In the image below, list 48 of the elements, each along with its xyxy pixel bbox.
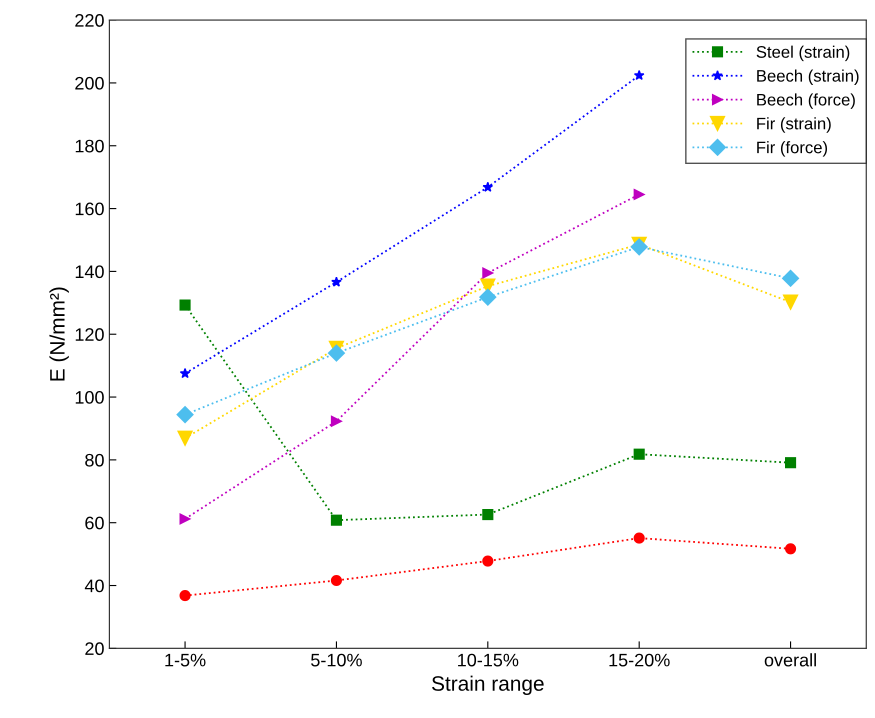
- point: [180, 513, 191, 524]
- y-tick-label: 40: [84, 579, 104, 592]
- y-tick-label: 180: [76, 140, 104, 152]
- y-tick-label: 160: [76, 202, 104, 216]
- y-tick-label: 100: [76, 390, 104, 404]
- x-axis-title: Strain range: [432, 676, 544, 696]
- point: [330, 416, 342, 427]
- point: [180, 299, 191, 311]
- point: [785, 543, 796, 554]
- legend-label: Fir (force): [757, 141, 828, 157]
- point: [180, 368, 190, 378]
- point: [482, 182, 494, 192]
- y-tick-label: 120: [76, 328, 104, 341]
- legend-label: Beech (force): [757, 93, 855, 109]
- point: [330, 574, 342, 586]
- y-axis-title: E (N/mm²): [49, 288, 69, 381]
- point: [785, 457, 796, 468]
- y-tick-label: 60: [85, 516, 104, 530]
- y-tick-label: 80: [85, 454, 104, 467]
- point: [482, 508, 494, 520]
- point: [479, 288, 496, 306]
- point: [782, 270, 800, 287]
- point: [634, 532, 645, 544]
- y-tick-label: 200: [75, 76, 104, 90]
- point: [180, 590, 191, 602]
- point: [634, 448, 645, 460]
- point: [634, 70, 645, 80]
- legend-label: Steel (strain): [756, 46, 850, 62]
- x-tick-label: 5-10%: [311, 654, 362, 666]
- point: [630, 238, 648, 256]
- point: [177, 430, 193, 446]
- point: [331, 276, 342, 287]
- point: [482, 267, 494, 279]
- legend-label: Fir (strain): [757, 117, 831, 133]
- point: [330, 514, 342, 526]
- point: [482, 555, 494, 567]
- point: [782, 294, 798, 310]
- x-tick-label: overall: [764, 653, 816, 666]
- y-tick-label: 20: [85, 642, 104, 656]
- point: [634, 188, 645, 200]
- y-tick-label: 140: [76, 265, 104, 278]
- point: [328, 344, 345, 362]
- x-tick-label: 1-5%: [165, 654, 206, 666]
- y-tick-label: 220: [75, 14, 104, 27]
- legend-label: Beech (strain): [757, 69, 859, 86]
- x-tick-label: 10-15%: [458, 654, 518, 666]
- point: [176, 406, 194, 424]
- x-tick-label: 15-20%: [609, 654, 670, 666]
